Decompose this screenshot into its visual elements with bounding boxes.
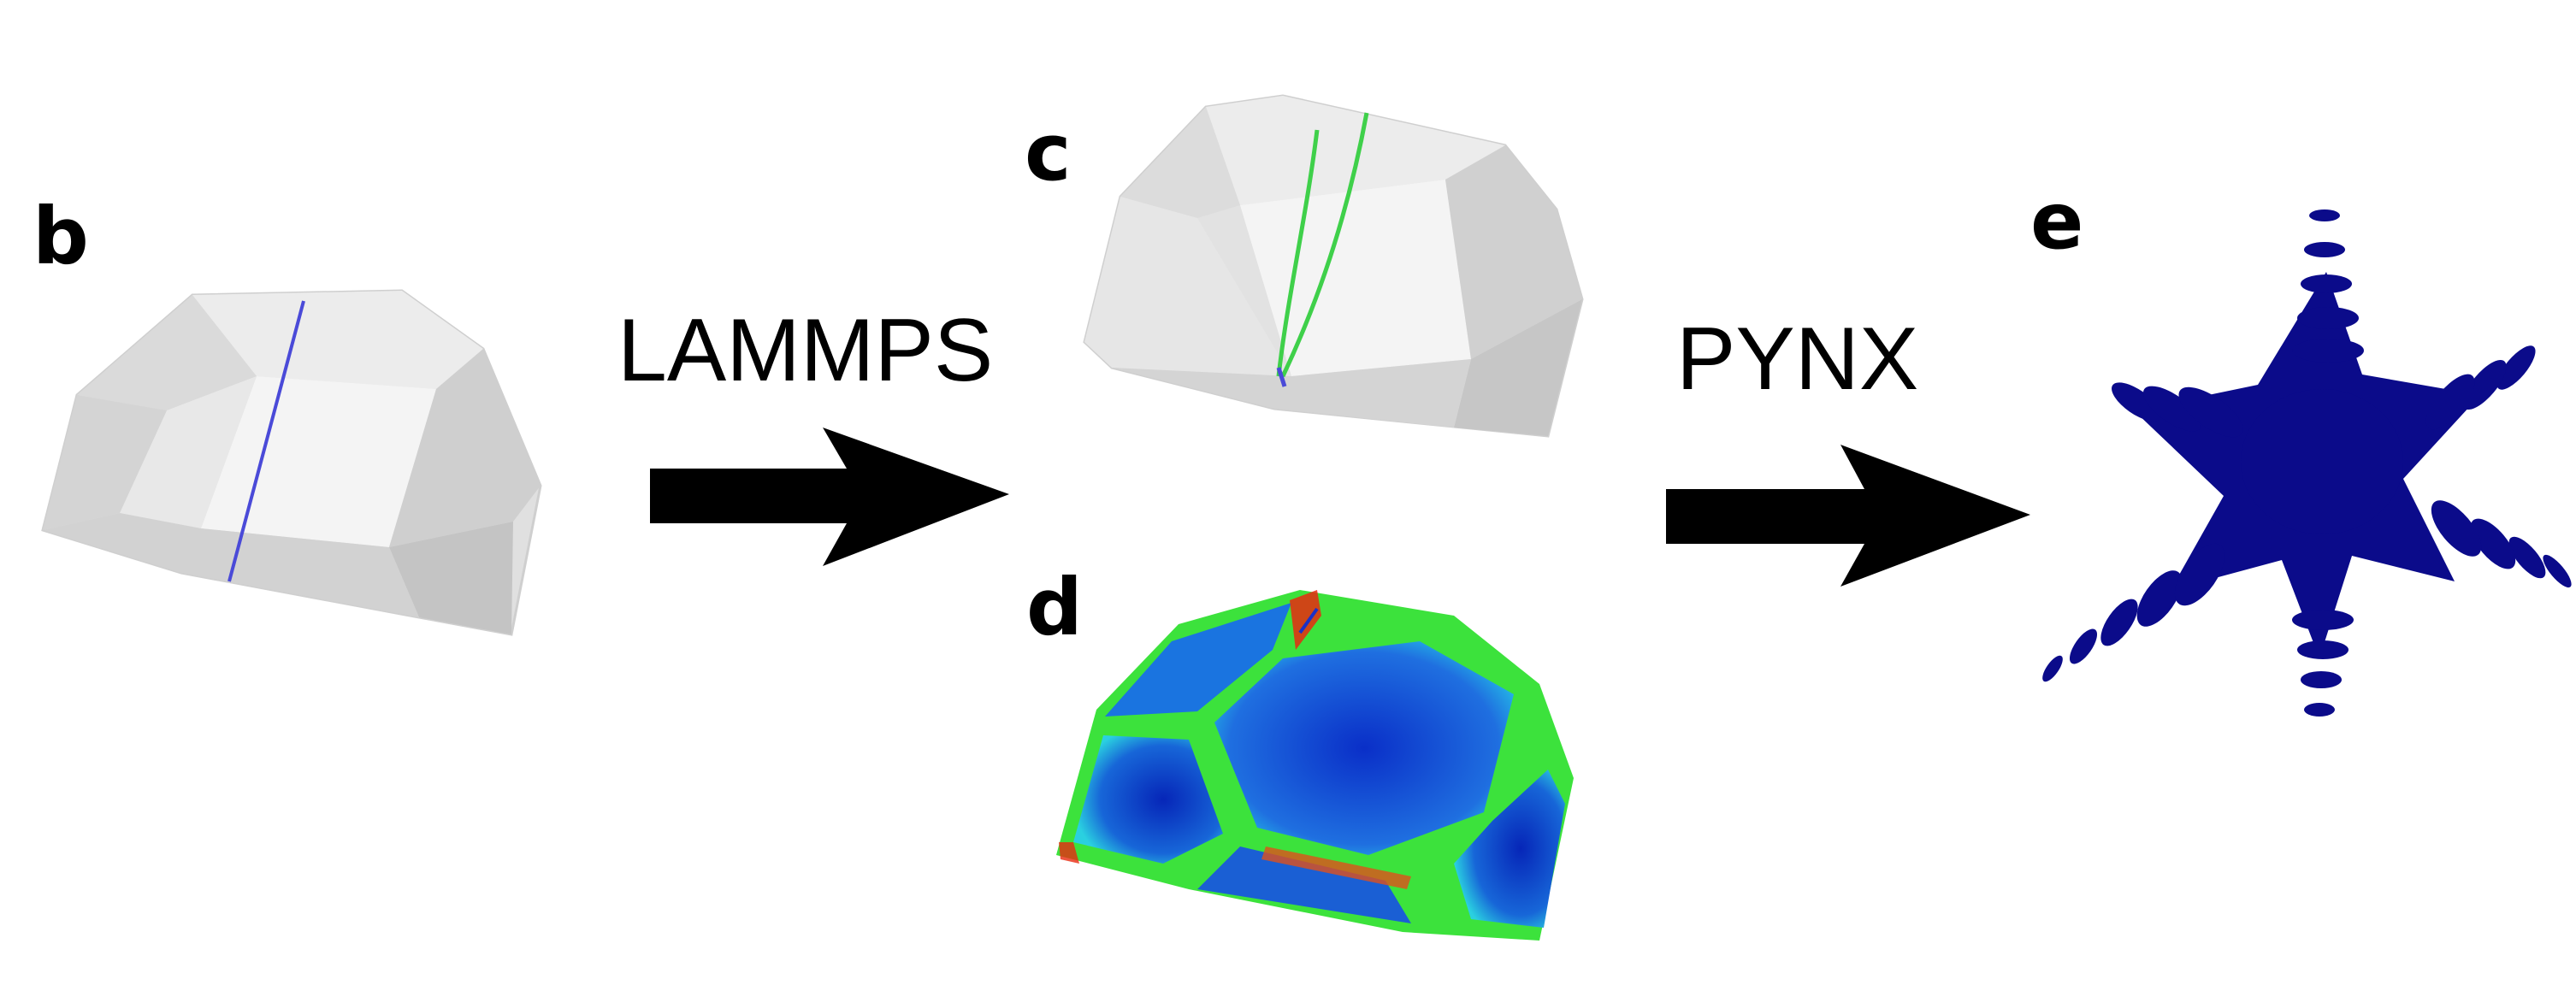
dislocation-line-green [1276, 129, 1320, 377]
step-label-lammps: LAMMPS [617, 301, 993, 400]
crystal-c [1083, 94, 1584, 438]
dislocation-line-green [1280, 112, 1369, 378]
dislocation-line-blue [227, 300, 305, 582]
panel-label-e: e [2030, 175, 2083, 267]
arrow-right-icon [1666, 445, 2030, 587]
panel-label-d: d [1026, 562, 1083, 653]
panel-label-c: c [1025, 107, 1072, 198]
crystal-b [41, 289, 542, 636]
step-label-pynx: PYNX [1676, 310, 1918, 409]
crystal-d-strain-map [1056, 590, 1574, 941]
arrow-right-icon [650, 428, 1009, 566]
panel-label-b: b [32, 191, 89, 282]
diffraction-pattern [2042, 209, 2572, 717]
